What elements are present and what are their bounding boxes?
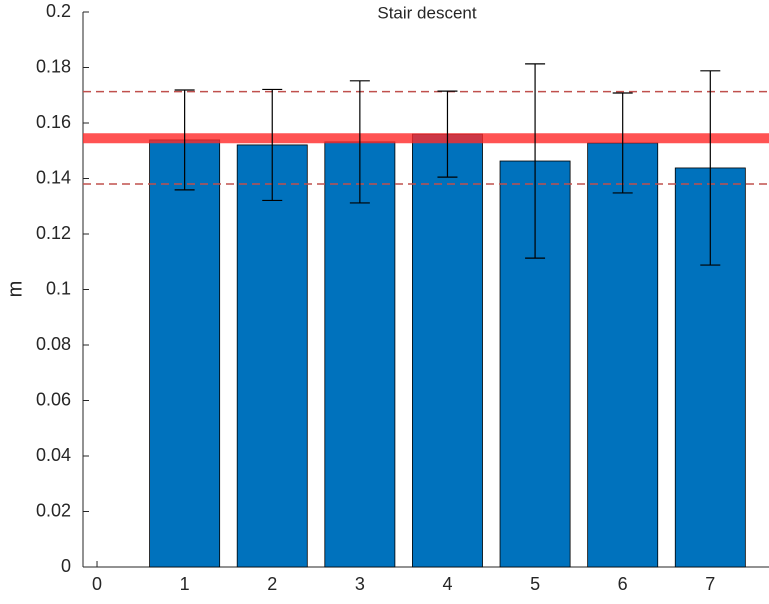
x-tick-label: 4 bbox=[442, 574, 452, 594]
bar bbox=[587, 142, 659, 568]
bar bbox=[236, 144, 308, 568]
error-bar bbox=[349, 80, 370, 204]
y-tick-label: 0.16 bbox=[36, 112, 71, 132]
error-bar bbox=[525, 63, 546, 259]
error-bar bbox=[437, 90, 458, 178]
y-tick-label: 0.2 bbox=[46, 1, 71, 21]
y-tick-label: 0.02 bbox=[36, 500, 71, 520]
x-tick-label: 0 bbox=[92, 574, 102, 594]
bar bbox=[499, 160, 571, 568]
chart-title: Stair descent bbox=[377, 3, 476, 22]
x-tick-label: 3 bbox=[355, 574, 365, 594]
y-axis-label: m bbox=[4, 281, 26, 298]
y-tick-label: 0 bbox=[61, 556, 71, 576]
y-tick-label: 0.18 bbox=[36, 56, 71, 76]
error-bar bbox=[174, 89, 195, 191]
x-tick-label: 7 bbox=[705, 574, 715, 594]
error-bar bbox=[262, 88, 283, 202]
bar bbox=[324, 141, 396, 568]
bar bbox=[412, 133, 483, 568]
y-tick-label: 0.14 bbox=[36, 167, 71, 187]
error-bar bbox=[700, 70, 721, 266]
y-tick-label: 0.08 bbox=[36, 334, 71, 354]
bar bbox=[149, 139, 221, 568]
y-tick-label: 0.1 bbox=[46, 278, 71, 298]
x-tick-label: 1 bbox=[180, 574, 190, 594]
x-tick-label: 2 bbox=[267, 574, 277, 594]
y-tick-label: 0.06 bbox=[36, 389, 71, 409]
y-tick-label: 0.04 bbox=[36, 445, 71, 465]
error-bar bbox=[612, 92, 633, 194]
x-tick-label: 6 bbox=[618, 574, 628, 594]
y-tick-label: 0.12 bbox=[36, 223, 71, 243]
x-tick-label: 5 bbox=[530, 574, 540, 594]
